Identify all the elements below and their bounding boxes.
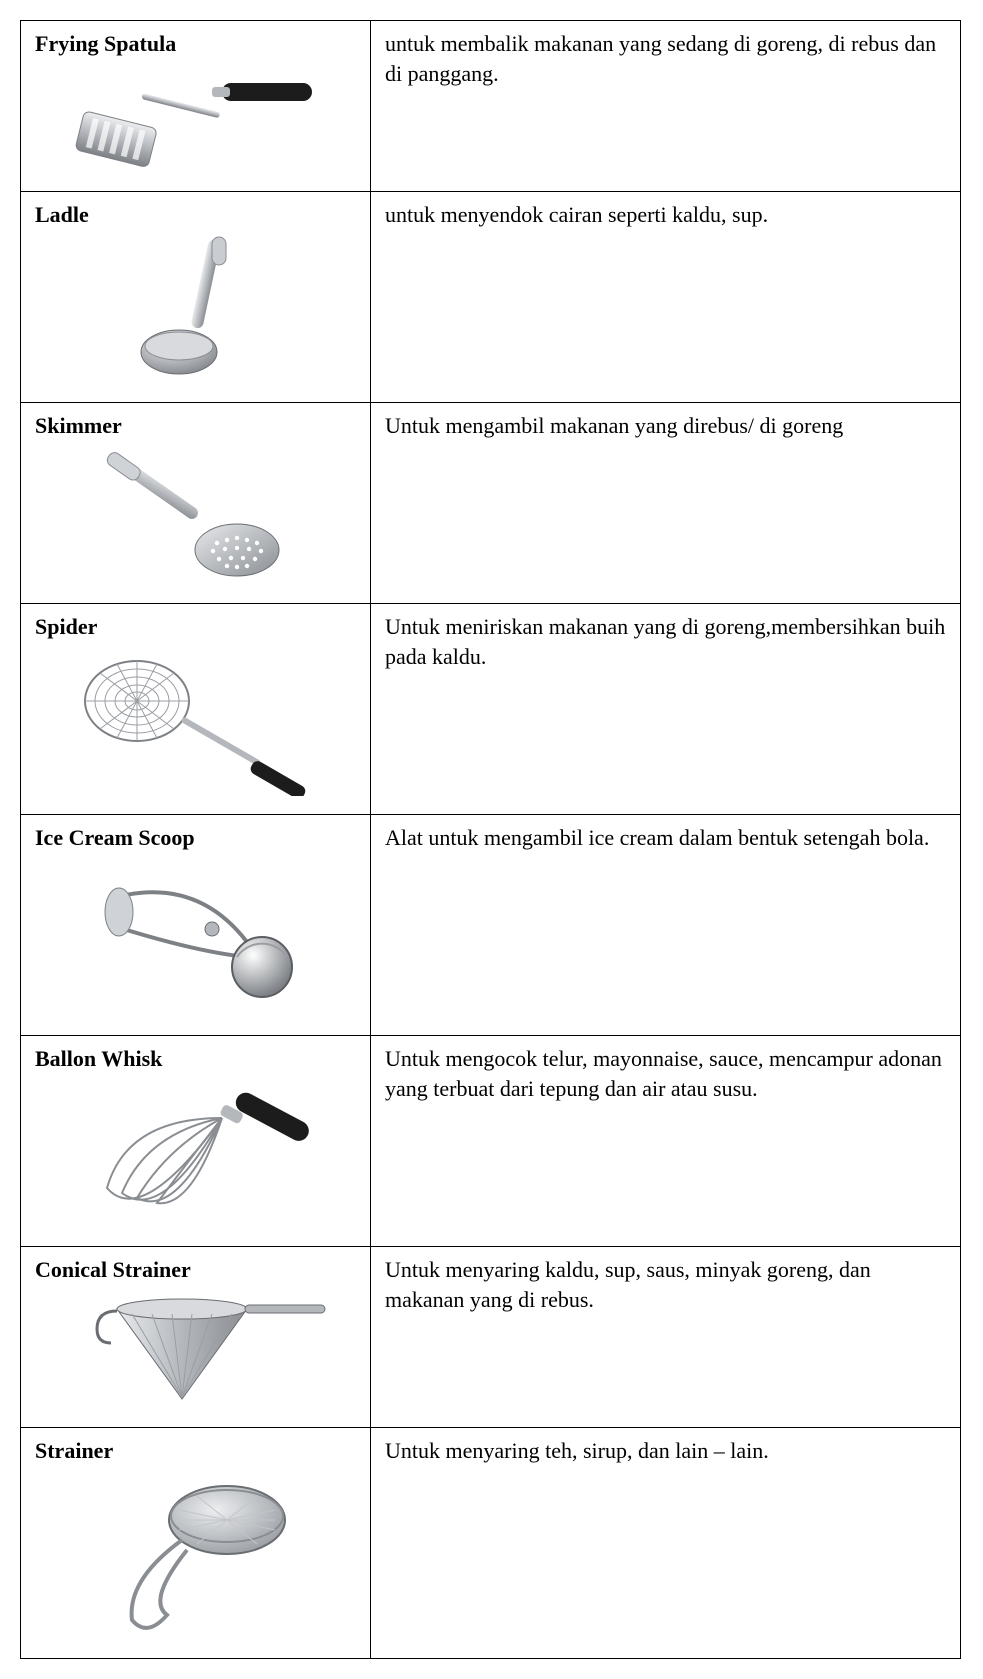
name-image-cell: Ladle (21, 192, 371, 403)
table-row: Skimmer (21, 403, 961, 604)
frying-spatula-icon (35, 63, 358, 179)
name-image-cell: Ice Cream Scoop (21, 815, 371, 1036)
item-name: Strainer (35, 1438, 358, 1464)
description-cell: Untuk menyaring teh, sirup, dan lain – l… (371, 1428, 961, 1659)
utensil-table: Frying Spatula (20, 20, 961, 1659)
item-name: Frying Spatula (35, 31, 358, 57)
ladle-icon (35, 234, 358, 390)
name-image-cell: Frying Spatula (21, 21, 371, 192)
item-name: Ballon Whisk (35, 1046, 358, 1072)
name-image-cell: Skimmer (21, 403, 371, 604)
table-row: Ballon Whisk Untuk mengocok telur, mayon… (21, 1036, 961, 1247)
table-row: Conical Strainer (21, 1247, 961, 1428)
item-name: Skimmer (35, 413, 358, 439)
description-cell: Alat untuk mengambil ice cream dalam ben… (371, 815, 961, 1036)
skimmer-icon (35, 445, 358, 591)
item-name: Ladle (35, 202, 358, 228)
name-image-cell: Strainer (21, 1428, 371, 1659)
conical-strainer-icon (35, 1289, 358, 1415)
description-cell: untuk menyendok cairan seperti kaldu, su… (371, 192, 961, 403)
table-row: Ice Cream Scoop (21, 815, 961, 1036)
strainer-icon (35, 1470, 358, 1646)
ice-cream-scoop-icon (35, 857, 358, 1023)
whisk-icon (35, 1078, 358, 1234)
item-name: Conical Strainer (35, 1257, 358, 1283)
description-cell: Untuk meniriskan makanan yang di goreng,… (371, 604, 961, 815)
item-name: Ice Cream Scoop (35, 825, 358, 851)
description-cell: Untuk mengocok telur, mayonnaise, sauce,… (371, 1036, 961, 1247)
table-row: Ladle (21, 192, 961, 403)
item-name: Spider (35, 614, 358, 640)
spider-icon (35, 646, 358, 802)
description-cell: untuk membalik makanan yang sedang di go… (371, 21, 961, 192)
table-row: Strainer (21, 1428, 961, 1659)
name-image-cell: Ballon Whisk (21, 1036, 371, 1247)
description-cell: Untuk menyaring kaldu, sup, saus, minyak… (371, 1247, 961, 1428)
description-cell: Untuk mengambil makanan yang direbus/ di… (371, 403, 961, 604)
name-image-cell: Conical Strainer (21, 1247, 371, 1428)
name-image-cell: Spider (21, 604, 371, 815)
table-row: Frying Spatula (21, 21, 961, 192)
table-row: Spider (21, 604, 961, 815)
